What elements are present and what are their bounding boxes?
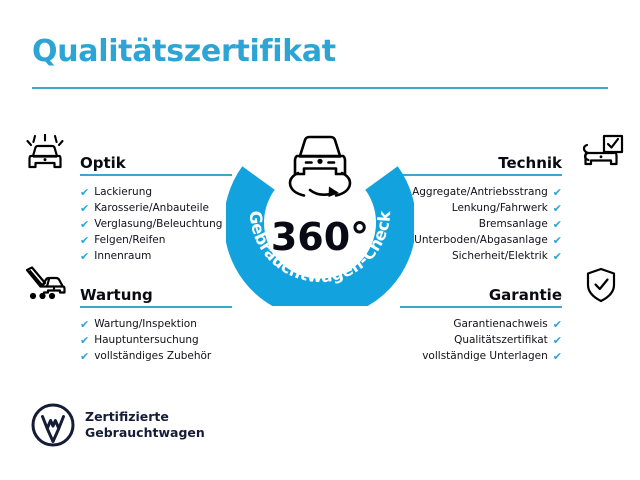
- list-item-label: Felgen/Reifen: [94, 234, 166, 246]
- list-item: ✔ Verglasung/Beleuchtung: [22, 216, 234, 232]
- vw-logo-line1: Zertifizierte: [85, 409, 169, 424]
- section-title: Wartung: [80, 286, 153, 304]
- list-item: ✔ Wartung/Inspektion: [22, 316, 234, 332]
- list-item-label: Karosserie/Anbauteile: [94, 202, 209, 214]
- list-item-label: Wartung/Inspektion: [94, 318, 197, 330]
- badge-center-label: 360°: [271, 215, 369, 259]
- list-item: Sicherheit/Elektrik ✔: [400, 248, 624, 264]
- check-icon: ✔: [80, 333, 90, 347]
- check-icon: ✔: [552, 217, 562, 231]
- check-icon: ✔: [80, 201, 90, 215]
- section-title: Garantie: [488, 286, 562, 304]
- checklist-optik: ✔ Lackierung ✔ Karosserie/Anbauteile ✔ Verg…: [22, 184, 234, 264]
- vw-logo-icon: [31, 403, 75, 447]
- check-icon: ✔: [552, 349, 562, 363]
- list-item-label: Garantienachweis: [453, 318, 548, 330]
- car-service-pen-icon: [22, 266, 68, 306]
- section-technik: Technik Aggregate/Antriebsstrang ✔ Lenkun…: [400, 130, 624, 264]
- checklist-wartung: ✔ Wartung/Inspektion ✔ Hauptuntersuchung ✔…: [22, 316, 234, 364]
- check-icon: ✔: [80, 317, 90, 331]
- check-icon: ✔: [552, 185, 562, 199]
- section-title: Technik: [498, 154, 562, 172]
- check-icon: ✔: [80, 185, 90, 199]
- check-icon: ✔: [552, 249, 562, 263]
- checklist-technik: Aggregate/Antriebsstrang ✔ Lenkung/Fahrwe…: [400, 184, 624, 264]
- section-header: Technik: [400, 130, 624, 176]
- list-item-label: Aggregate/Antriebsstrang: [412, 186, 548, 198]
- list-item-label: Hauptuntersuchung: [94, 334, 199, 346]
- list-item: ✔ Innenraum: [22, 248, 234, 264]
- car-shine-icon: [22, 133, 68, 174]
- check-icon: ✔: [552, 233, 562, 247]
- check-icon: ✔: [80, 233, 90, 247]
- section-divider: [400, 174, 562, 176]
- list-item: ✔ Karosserie/Anbauteile: [22, 200, 234, 216]
- list-item-label: Qualitätszertifikat: [454, 334, 548, 346]
- section-wartung: Wartung ✔ Wartung/Inspektion ✔ Hauptunters…: [22, 262, 234, 364]
- section-garantie: Garantie Garantienachweis ✔ Qualitätszert…: [400, 262, 624, 364]
- check-icon: ✔: [80, 249, 90, 263]
- check-icon: ✔: [552, 201, 562, 215]
- list-item: vollständige Unterlagen ✔: [400, 348, 624, 364]
- list-item: Unterboden/Abgasanlage ✔: [400, 232, 624, 248]
- list-item-label: Verglasung/Beleuchtung: [94, 218, 223, 230]
- section-header: Wartung: [22, 262, 234, 308]
- list-item-label: Lenkung/Fahrwerk: [451, 202, 548, 214]
- vw-logo-line2: Gebrauchtwagen: [85, 425, 205, 440]
- check-icon: ✔: [80, 217, 90, 231]
- shield-check-icon: [578, 266, 624, 306]
- header-divider: [32, 87, 608, 89]
- list-item-label: Sicherheit/Elektrik: [451, 250, 548, 262]
- section-title: Optik: [80, 154, 126, 172]
- check-icon: ✔: [552, 317, 562, 331]
- list-item: ✔ Lackierung: [22, 184, 234, 200]
- section-optik: Optik ✔ Lackierung ✔ Karosserie/Anbauteile…: [22, 130, 234, 264]
- list-item-label: Unterboden/Abgasanlage: [414, 234, 548, 246]
- checklist-garantie: Garantienachweis ✔ Qualitätszertifikat ✔ v…: [400, 316, 624, 364]
- list-item: ✔ Felgen/Reifen: [22, 232, 234, 248]
- list-item: Garantienachweis ✔: [400, 316, 624, 332]
- list-item: Qualitätszertifikat ✔: [400, 332, 624, 348]
- check-icon: ✔: [80, 349, 90, 363]
- badge-360-gebrauchtwagen-check: 360° Gebrauchtwagen-Check: [226, 118, 414, 306]
- section-header: Optik: [22, 130, 234, 176]
- list-item: Aggregate/Antriebsstrang ✔: [400, 184, 624, 200]
- car-checkbox-icon: [578, 134, 624, 174]
- check-icon: ✔: [552, 333, 562, 347]
- vw-logo-text: Zertifizierte Gebrauchtwagen: [85, 409, 205, 441]
- vw-certified-logo: Zertifizierte Gebrauchtwagen: [31, 403, 205, 447]
- list-item: Lenkung/Fahrwerk ✔: [400, 200, 624, 216]
- list-item-label: vollständiges Zubehör: [94, 350, 212, 362]
- list-item: ✔ Hauptuntersuchung: [22, 332, 234, 348]
- section-divider: [80, 306, 232, 308]
- section-divider: [400, 306, 562, 308]
- section-divider: [80, 174, 232, 176]
- list-item-label: vollständige Unterlagen: [422, 350, 548, 362]
- list-item-label: Lackierung: [94, 186, 153, 198]
- page-title: Qualitätszertifikat: [32, 34, 336, 69]
- list-item-label: Bremsanlage: [478, 218, 548, 230]
- list-item-label: Innenraum: [94, 250, 152, 262]
- list-item: Bremsanlage ✔: [400, 216, 624, 232]
- section-header: Garantie: [400, 262, 624, 308]
- list-item: ✔ vollständiges Zubehör: [22, 348, 234, 364]
